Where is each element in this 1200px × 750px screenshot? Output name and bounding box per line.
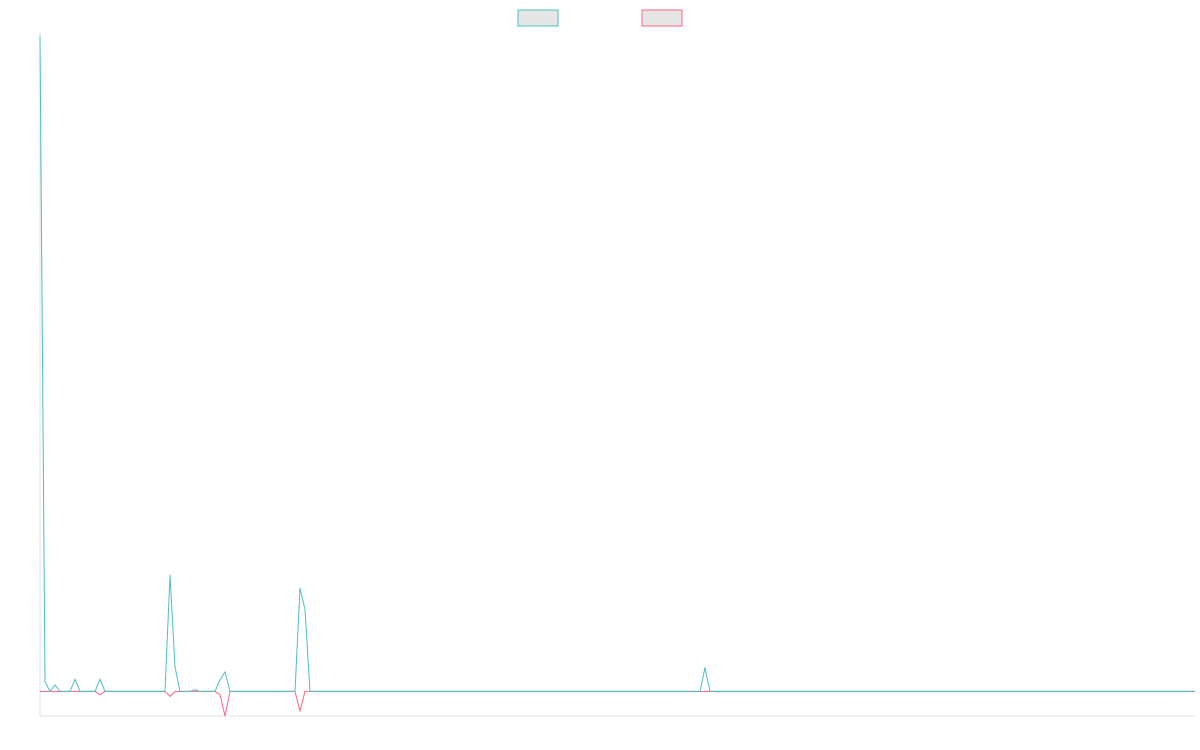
series-line-1: [39, 35, 1195, 692]
legend-swatch-2[interactable]: [641, 9, 683, 27]
legend-swatch-1[interactable]: [517, 9, 559, 27]
series-line-2: [40, 690, 1195, 717]
series-layer: [39, 35, 1195, 717]
legend[interactable]: [517, 9, 683, 27]
axes: [39, 32, 1195, 717]
